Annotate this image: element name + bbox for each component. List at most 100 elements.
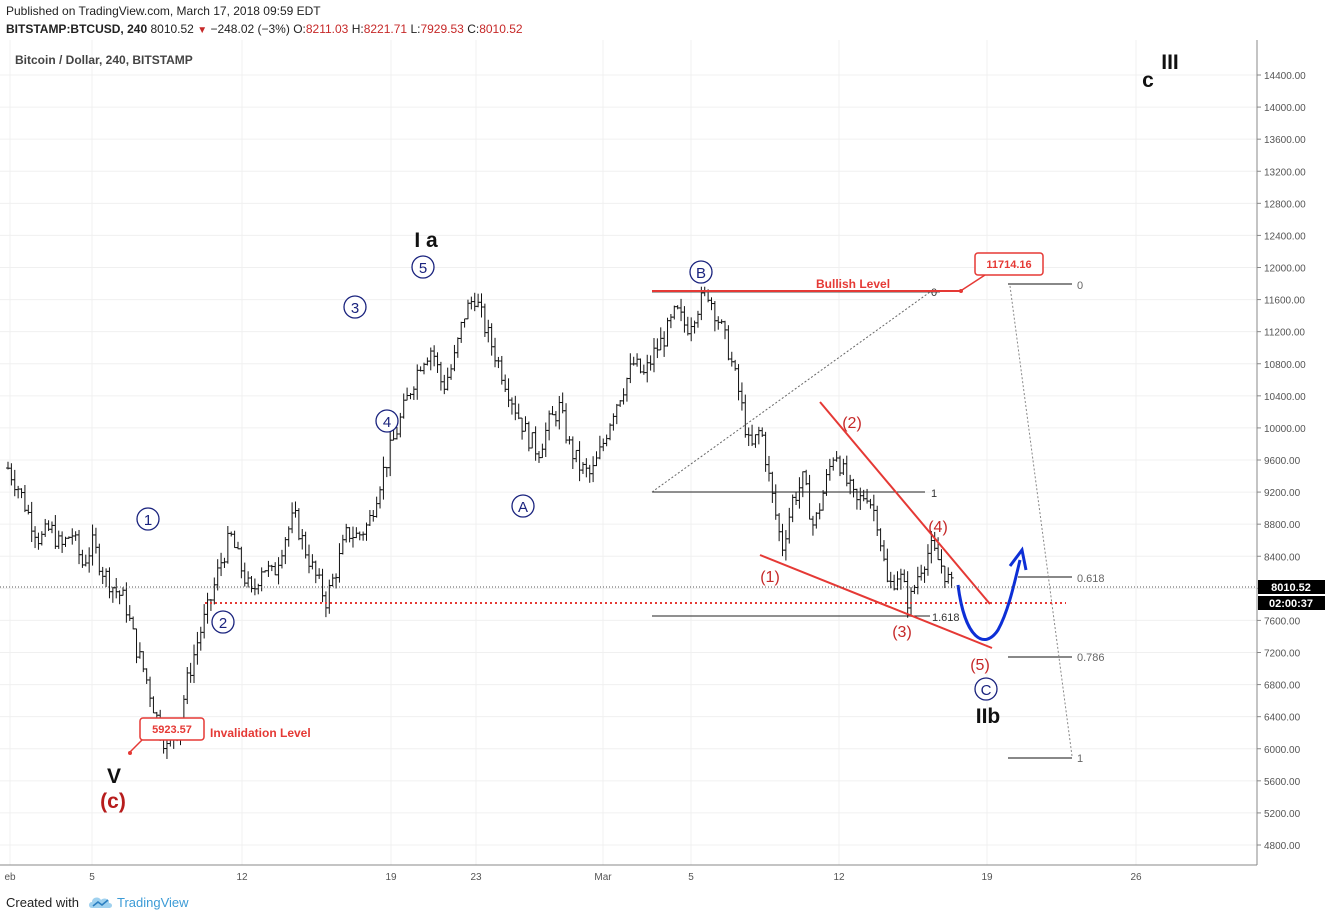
price-chart[interactable]: 14400.00 14000.00 13600.00 13200.00 12800.00…: [0, 40, 1325, 888]
projection-arrowhead-icon: [1008, 546, 1028, 571]
high-label: H:: [351, 22, 364, 36]
tradingview-cloud-icon: [89, 897, 112, 908]
x-tick-label: eb: [4, 872, 16, 883]
x-tick-label: 23: [470, 872, 482, 883]
wave-red-2: (2): [842, 415, 862, 432]
created-with-label: Created with: [6, 895, 79, 910]
chart-title: Bitcoin / Dollar, 240, BITSTAMP: [15, 53, 193, 67]
fib-label-0: 0: [931, 287, 937, 299]
bullish-dot: [959, 289, 963, 293]
countdown-tag-bg: [1258, 596, 1325, 610]
x-tick-label: 12: [833, 872, 845, 883]
symbol: BITSTAMP:BTCUSD, 240: [6, 22, 148, 36]
wave-circle-1: 1: [136, 507, 160, 531]
low-value: 7929.53: [420, 22, 464, 36]
fibr-label-0786: 0.786: [1077, 652, 1105, 664]
y-tick-label: 10000.00: [1264, 424, 1306, 435]
label-top-c: c: [1142, 69, 1154, 92]
y-tick-label: 13600.00: [1264, 135, 1306, 146]
countdown-tag: 02:00:37: [1269, 598, 1313, 610]
x-tick-label: 12: [236, 872, 248, 883]
svg-text:B: B: [696, 265, 706, 282]
down-triangle-icon: ▼: [197, 25, 208, 36]
x-tick-label: 19: [385, 872, 397, 883]
fibr-trend-line: [1009, 285, 1073, 757]
y-tick-label: 10400.00: [1264, 392, 1306, 403]
fib-label-1: 1: [931, 488, 937, 500]
invalidation-dot: [128, 751, 132, 755]
low-label: L:: [410, 22, 421, 36]
wave-circle-5: 5: [411, 255, 435, 279]
invalidation-level-label: Invalidation Level: [210, 726, 311, 740]
wedge-lower-line: [759, 554, 993, 649]
projection-arrow: [956, 559, 1022, 641]
wave-circle-3: 3: [343, 295, 367, 319]
y-tick-label: 9600.00: [1264, 456, 1301, 467]
wave-red-1: (1): [760, 569, 780, 586]
svg-text:5: 5: [419, 260, 427, 277]
y-tick-label: 11600.00: [1264, 296, 1305, 307]
x-tick-label: 5: [89, 872, 95, 883]
grid: [0, 40, 1257, 865]
label-ia: I a: [414, 229, 438, 252]
svg-text:C: C: [981, 682, 992, 699]
wedge-upper-line: [819, 401, 991, 605]
fibr-label-0618: 0.618: [1077, 573, 1105, 585]
price-axis: 14400.00 14000.00 13600.00 13200.00 12800.00…: [1257, 71, 1306, 852]
wave-circle-a: A: [511, 494, 535, 518]
last-price: 8010.52: [150, 22, 194, 36]
x-tick-label: Mar: [594, 872, 612, 883]
open-value: 8211.03: [305, 22, 349, 36]
wave-red-5: (5): [970, 657, 990, 674]
y-tick-label: 12400.00: [1264, 231, 1306, 242]
y-tick-label: 6400.00: [1264, 713, 1301, 724]
wave-circle-2: 2: [211, 610, 235, 634]
footer: [0, 888, 1325, 920]
svg-text:2: 2: [219, 615, 227, 632]
price-tag: 8010.52: [1271, 582, 1311, 594]
ohlc-line: BITSTAMP:BTCUSD, 240 8010.52 ▼ −248.02 (…: [6, 22, 523, 36]
bullish-level-label: Bullish Level: [816, 277, 890, 291]
y-tick-label: 8800.00: [1264, 520, 1301, 531]
label-top-iii: III: [1161, 51, 1179, 74]
candles: [6, 286, 954, 759]
svg-text:3: 3: [351, 300, 359, 317]
fib-trend-line: [651, 291, 931, 493]
y-tick-label: 11200.00: [1264, 328, 1305, 339]
y-tick-label: 12000.00: [1264, 264, 1306, 275]
x-tick-label: 5: [688, 872, 694, 883]
y-tick-label: 12800.00: [1264, 199, 1306, 210]
invalidation-callout-value: 5923.57: [152, 724, 192, 736]
close-value: 8010.52: [479, 22, 523, 36]
y-tick-label: 5200.00: [1264, 809, 1301, 820]
y-tick-label: 7200.00: [1264, 649, 1301, 660]
label-c-red: (c): [100, 790, 126, 813]
fibr-label-0: 0: [1077, 280, 1083, 292]
x-tick-label: 19: [981, 872, 993, 883]
published-line: Published on TradingView.com, March 17, …: [6, 4, 321, 18]
wave-circle-c: C: [974, 677, 998, 701]
label-v: V: [107, 765, 121, 788]
y-tick-label: 6800.00: [1264, 681, 1301, 692]
y-tick-label: 8400.00: [1264, 552, 1301, 563]
svg-text:A: A: [518, 499, 528, 516]
y-tick-label: 6000.00: [1264, 745, 1301, 756]
high-value: 8221.71: [363, 22, 408, 36]
fib-label-1618: 1.618: [932, 612, 960, 624]
price-tag-bg: [1258, 580, 1325, 594]
wave-red-4: (4): [928, 519, 948, 536]
bullish-callout-box: [974, 252, 1044, 276]
time-axis: eb 5 12 19 23 Mar 5 12 19 26: [4, 872, 1142, 883]
y-tick-label: 10800.00: [1264, 360, 1306, 371]
y-tick-label: 13200.00: [1264, 167, 1306, 178]
bullish-callout-value: 11714.16: [986, 259, 1031, 271]
wave-red-3: (3): [892, 624, 912, 641]
y-tick-label: 5600.00: [1264, 777, 1301, 788]
open-label: O:: [293, 22, 306, 36]
label-iib: IIb: [976, 705, 1001, 728]
svg-text:4: 4: [383, 414, 391, 431]
svg-text:1: 1: [144, 512, 152, 529]
y-tick-label: 4800.00: [1264, 841, 1301, 852]
tradingview-link[interactable]: TradingView: [117, 895, 189, 910]
close-label: C:: [467, 22, 480, 36]
